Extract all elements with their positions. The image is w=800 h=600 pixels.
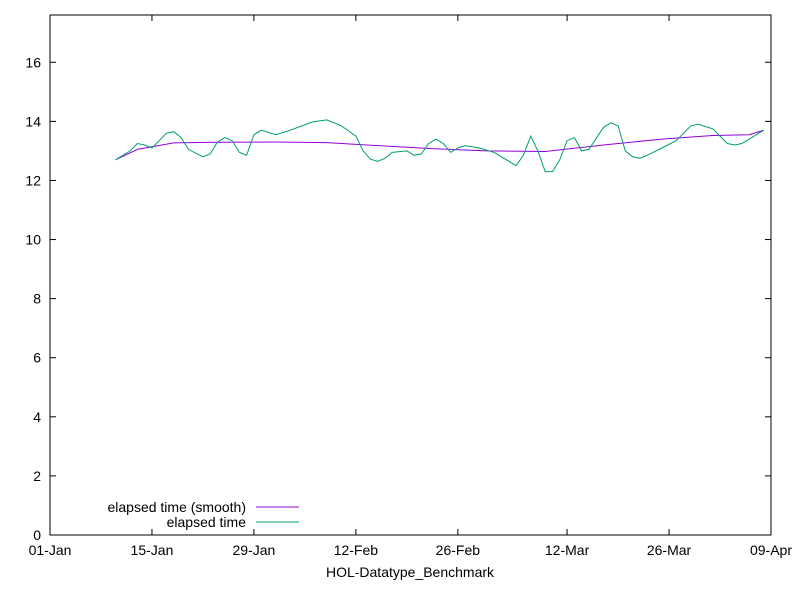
x-tick-label: 29-Jan: [233, 542, 276, 558]
x-tick-label: 12-Mar: [545, 542, 590, 558]
x-tick-label: 15-Jan: [131, 542, 174, 558]
x-tick-label: 12-Feb: [334, 542, 379, 558]
y-tick-label: 14: [25, 113, 41, 129]
plot-frame: [49, 14, 772, 536]
legend: elapsed time (smooth)elapsed time: [107, 499, 299, 530]
series-lines: [115, 119, 764, 173]
x-tick-label: 26-Mar: [647, 542, 692, 558]
y-tick-label: 10: [25, 232, 41, 248]
x-tick-label: 26-Feb: [436, 542, 481, 558]
y-tick-label: 2: [33, 468, 41, 484]
x-tick-label: 01-Jan: [29, 542, 72, 558]
y-tick-label: 8: [33, 291, 41, 307]
y-tick-label: 16: [25, 54, 41, 70]
y-tick-label: 12: [25, 172, 41, 188]
y-tick-label: 0: [33, 527, 41, 543]
series-line-raw: [115, 119, 764, 173]
x-axis: 01-Jan 15-Jan 29-Jan 12-Feb 26-Feb 12-Mar 26-M…: [29, 15, 792, 558]
y-tick-label: 4: [33, 409, 41, 425]
y-axis: 0 2 4 6 8 10 12 14 16: [25, 54, 771, 543]
x-axis-title: HOL-Datatype_Benchmark: [326, 564, 495, 580]
legend-label: elapsed time: [167, 514, 247, 530]
legend-label: elapsed time (smooth): [107, 499, 246, 515]
y-tick-label: 6: [33, 350, 41, 366]
series-line-smooth: [115, 129, 764, 161]
x-tick-label: 09-Apr: [750, 542, 792, 558]
